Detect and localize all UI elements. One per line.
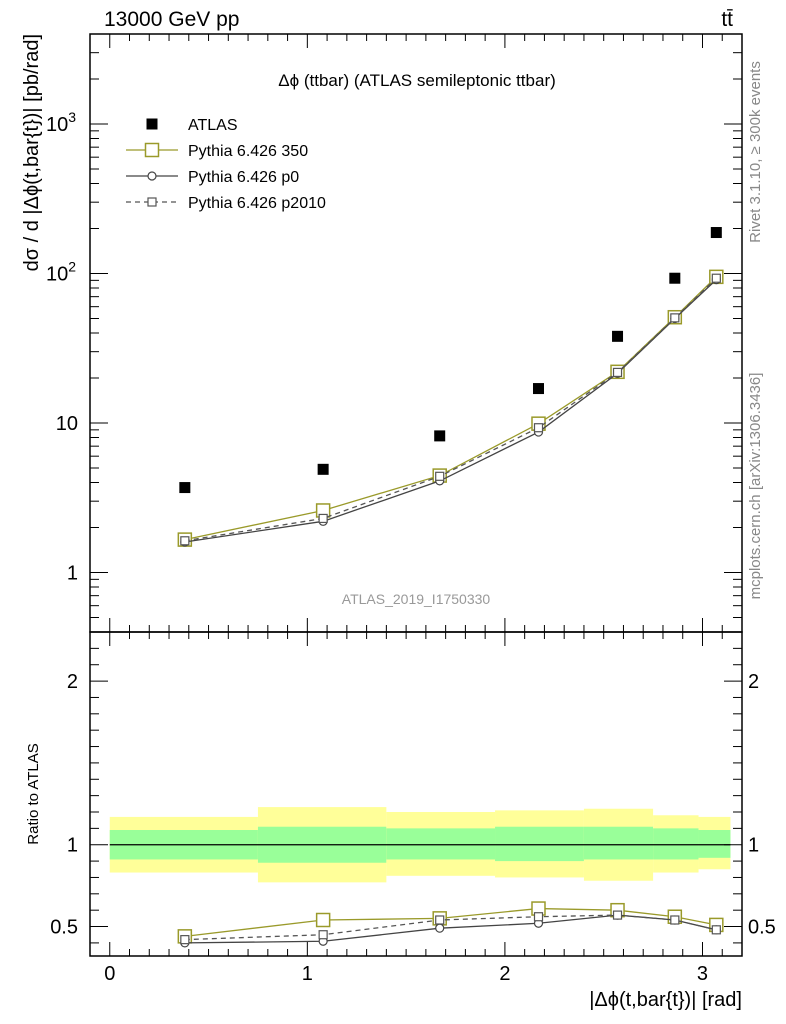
legend: ATLAS Pythia 6.426 350 Pythia 6.426 p0 Pyth… — [126, 117, 326, 212]
ratio-tick-label-right: 1 — [748, 835, 759, 857]
legend-marker-atlas — [146, 118, 158, 130]
x-tick-label: 0 — [104, 963, 115, 985]
pythia-6-426-p2010-point — [711, 273, 721, 283]
y-tick-label-base: 10 — [46, 264, 68, 286]
legend-label-pythia-6-426-p2010: Pythia 6.426 p2010 — [188, 195, 326, 212]
y-tick-label-exponent: 3 — [68, 109, 76, 125]
ratio-panel-frame — [89, 631, 743, 957]
atlas-point — [317, 463, 329, 475]
pythia-6-426-p2010-point — [180, 536, 190, 546]
ratio-tick-label: 1 — [67, 835, 78, 857]
legend-marker-pythia-6-426-350 — [144, 142, 160, 158]
watermark: ATLAS_2019_I1750330 — [342, 591, 491, 607]
pythia-6-426-p2010-ratio-point — [180, 935, 190, 945]
ratio-tick-label: 0.5 — [50, 917, 78, 939]
atlas-point — [434, 430, 446, 442]
legend-marker-pythia-6-426-p0 — [147, 171, 157, 181]
pythia-6-426-p2010-ratio-point — [435, 915, 445, 925]
x-tick-label: 1 — [302, 963, 313, 985]
y-tick-label-exponent: 2 — [68, 259, 76, 275]
legend-label-atlas: ATLAS — [188, 117, 238, 134]
uncertainty-band-inner — [653, 828, 699, 860]
ratio-tick-label: 2 — [67, 671, 78, 693]
ratio-data-marks — [177, 901, 724, 948]
y-tick-label: 103 — [46, 109, 76, 136]
pythia-6-426-p2010-point — [435, 471, 445, 481]
x-tick-label: 2 — [499, 963, 510, 985]
uncertainty-band-inner — [495, 826, 584, 862]
pythia-6-426-p2010-point — [318, 513, 328, 524]
y-axis-label: dσ / d |Δϕ(t,bar{t})| [pb/rad] — [21, 34, 43, 271]
uncertainty-band-inner — [386, 828, 496, 860]
legend-marker-pythia-6-426-p2010 — [147, 197, 157, 207]
pythia-6-426-350-ratio-line — [184, 907, 717, 938]
ratio-tick-label-right: 0.5 — [748, 917, 776, 939]
uncertainty-band-inner — [583, 826, 654, 860]
energy-label: 13000 GeV pp — [104, 8, 239, 31]
legend-label-pythia-6-426-p0: Pythia 6.426 p0 — [188, 169, 299, 186]
ratio-axis-ticks: 0 1 2 3 0.5 0.5 1 1 2 2 — [50, 631, 776, 985]
ratio-panel: 0 1 2 3 0.5 0.5 1 1 2 2 Ratio to ATLAS |Δϕ(t,bar{… — [25, 631, 776, 1011]
pythia-6-426-350-ratio-point — [315, 912, 331, 928]
rivet-version-label: Rivet 3.1.10, ≥ 300k events — [747, 61, 764, 243]
main-data-marks — [177, 227, 724, 547]
ratio-tick-label-right: 2 — [748, 671, 759, 693]
y-tick-label: 10 — [56, 413, 78, 435]
atlas-point — [179, 482, 191, 494]
uncertainty-band-inner — [698, 830, 731, 858]
mcplots-label: mcplots.cern.ch [arXiv:1306.3436] — [747, 373, 764, 600]
ratio-bands — [109, 807, 731, 883]
process-label: tt̄ — [721, 8, 733, 31]
atlas-point — [669, 272, 681, 284]
atlas-point — [710, 227, 722, 239]
pythia-6-426-p0-ratio-point — [435, 923, 445, 933]
x-axis-label: |Δϕ(t,bar{t})| [rad] — [589, 989, 742, 1011]
pythia-6-426-p2010-ratio-point — [711, 925, 721, 935]
pythia-6-426-p2010-ratio-point — [670, 915, 680, 925]
y-tick-label: 102 — [46, 259, 76, 286]
chart-title: Δϕ (ttbar) (ATLAS semileptonic ttbar) — [278, 71, 556, 90]
pythia-6-426-p0-line — [184, 279, 717, 543]
pythia-6-426-p2010-point — [670, 313, 680, 323]
pythia-6-426-p2010-ratio-point — [318, 930, 328, 940]
legend-label-pythia-6-426-350: Pythia 6.426 350 — [188, 143, 308, 160]
y-tick-label: 1 — [67, 563, 78, 585]
atlas-point — [612, 330, 624, 342]
pythia-6-426-p2010-line — [184, 277, 717, 542]
ratio-y-axis-label: Ratio to ATLAS — [25, 743, 42, 844]
y-tick-label-base: 10 — [46, 114, 68, 136]
pythia-6-426-p2010-point — [612, 367, 623, 378]
atlas-point — [532, 383, 544, 395]
pythia-6-426-p2010-ratio-point — [612, 910, 623, 920]
pythia-6-426-350-line — [184, 276, 717, 541]
pythia-6-426-p0-ratio-line — [184, 914, 717, 944]
pythia-6-426-p2010-ratio-point — [533, 912, 544, 922]
x-tick-label: 3 — [697, 963, 708, 985]
pythia-6-426-p2010-point — [533, 423, 544, 433]
